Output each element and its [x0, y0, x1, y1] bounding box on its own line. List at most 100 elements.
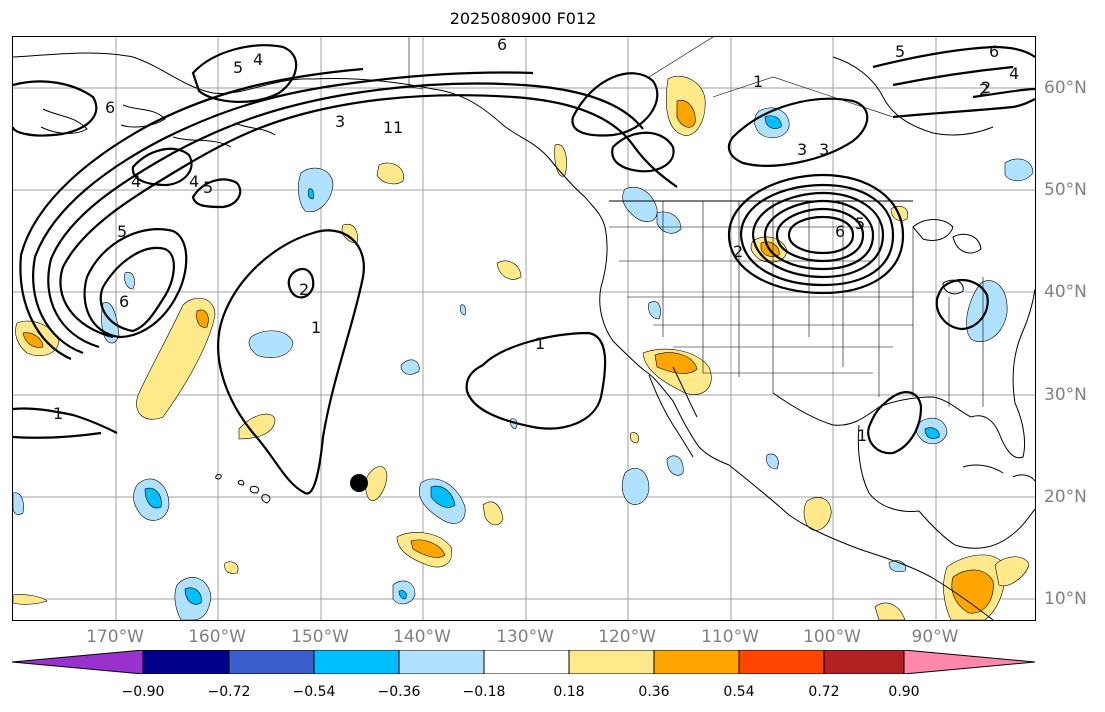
contour-label: 2: [733, 242, 743, 261]
shade-orange: [951, 569, 994, 614]
shade-orange: [676, 99, 696, 128]
lon-label: 160°W: [188, 627, 246, 647]
colorbar-tick: −0.72: [207, 684, 251, 700]
contour-label: 6: [989, 42, 999, 61]
colorbar-tick: −0.36: [377, 684, 421, 700]
shade-yellow: [482, 501, 504, 526]
shade-lightblue: [648, 301, 661, 320]
shade-blue: [430, 485, 456, 508]
contour-label: 1: [53, 404, 63, 423]
contour-label: 4: [253, 50, 263, 69]
shade-yellow: [238, 413, 276, 440]
contour-label: 5: [855, 214, 865, 233]
lat-label: 10°N: [1044, 589, 1087, 609]
lon-label: 170°W: [86, 627, 144, 647]
shade-lightblue: [298, 167, 334, 213]
lat-label: 30°N: [1044, 385, 1087, 405]
contour-label: 3: [335, 112, 345, 131]
shade-yellow: [136, 297, 216, 420]
colorbar-tick: −0.54: [292, 684, 336, 700]
contour-label: 4: [131, 172, 141, 191]
contour-label: 1: [753, 72, 763, 91]
contour-label: 4: [1009, 64, 1019, 83]
lon-label: 150°W: [291, 627, 349, 647]
shade-orange: [654, 352, 698, 374]
shade-yellow: [365, 466, 388, 501]
shade-lightblue: [766, 453, 779, 470]
contour-label: 1: [383, 118, 393, 137]
map-title: 2025080900 F012: [449, 9, 597, 28]
contour-label: 3: [819, 140, 829, 159]
contour-label: 1: [535, 334, 545, 353]
lat-label: 20°N: [1044, 487, 1087, 507]
contour-label: 2: [981, 78, 991, 97]
contour-label: 5: [233, 58, 243, 77]
shade-lightblue: [459, 304, 467, 316]
shade-yellow: [376, 162, 404, 185]
location-marker: [350, 474, 368, 492]
contour-label: 5: [117, 222, 127, 241]
shade-lightblue: [622, 187, 658, 222]
colorbar-segment: [399, 650, 484, 674]
contour-label: 6: [119, 292, 129, 311]
colorbar-segment: [739, 650, 824, 674]
shade-blue: [184, 587, 202, 605]
shade-lightblue: [656, 211, 682, 234]
lon-label: 100°W: [803, 627, 861, 647]
lon-label: 120°W: [598, 627, 656, 647]
negative-shading: [13, 107, 1034, 620]
lon-label: 110°W: [701, 627, 759, 647]
lat-label: 60°N: [1044, 78, 1087, 98]
lon-label: 130°W: [496, 627, 554, 647]
contour-label: 2: [299, 280, 309, 299]
contour-label: 4: [189, 172, 199, 191]
contour-label: 1: [857, 426, 867, 445]
shade-blue: [398, 590, 407, 600]
shade-lightblue: [666, 455, 684, 476]
lat-label: 40°N: [1044, 282, 1087, 302]
colorbar-segment: [314, 650, 399, 674]
colorbar-segment: [569, 650, 654, 674]
lat-label: 50°N: [1044, 180, 1087, 200]
shade-yellow: [994, 556, 1030, 587]
colorbar-tick: 0.72: [808, 684, 840, 700]
shade-lightblue: [248, 330, 294, 358]
shade-lightblue: [400, 359, 420, 375]
colorbar-segment: [229, 650, 314, 674]
shade-blue: [307, 188, 315, 200]
shade-yellow: [629, 432, 639, 444]
contour-label: 2: [979, 80, 989, 99]
contour-label: 3: [797, 140, 807, 159]
shade-blue: [924, 427, 940, 439]
contours: [13, 44, 1035, 495]
shade-yellow: [496, 260, 522, 280]
colorbar-segment: [904, 650, 1035, 674]
shade-yellow: [803, 497, 832, 531]
shade-blue: [764, 115, 782, 129]
colorbar-tick: 0.90: [888, 684, 920, 700]
shade-orange: [22, 332, 44, 348]
colorbar-tick: −0.18: [462, 684, 506, 700]
colorbar-tick: 0.54: [723, 684, 755, 700]
shade-lightblue: [621, 468, 650, 505]
contour-label: 6: [497, 37, 507, 54]
shade-yellow: [224, 561, 239, 574]
shade-yellow: [13, 594, 48, 605]
colorbar-segment: [484, 650, 569, 674]
colorbar-segment: [654, 650, 739, 674]
colorbar-tick: 0.18: [553, 684, 585, 700]
contour-label: 1: [311, 318, 321, 337]
colorbar-tick: −0.90: [121, 684, 165, 700]
positive-shading: [13, 75, 1030, 620]
colorbar-segment: [12, 650, 143, 674]
gridlines: [13, 37, 1035, 620]
contour-label: 6: [105, 98, 115, 117]
colorbar: [12, 650, 1035, 674]
shade-orange: [410, 539, 446, 558]
lon-label: 90°W: [911, 627, 959, 647]
map-panel: 6 5 4 1 6 1 2 6 4 4 3 1 5 4 5 5 6 2 1 1 …: [12, 36, 1036, 621]
contour-labels: 6 5 4 1 6 1 2 6 4 4 3 1 5 4 5 5 6 2 1 1 …: [53, 37, 1019, 445]
colorbar-segment: [824, 650, 904, 674]
shade-lightblue: [1004, 158, 1034, 182]
lon-label: 140°W: [393, 627, 451, 647]
